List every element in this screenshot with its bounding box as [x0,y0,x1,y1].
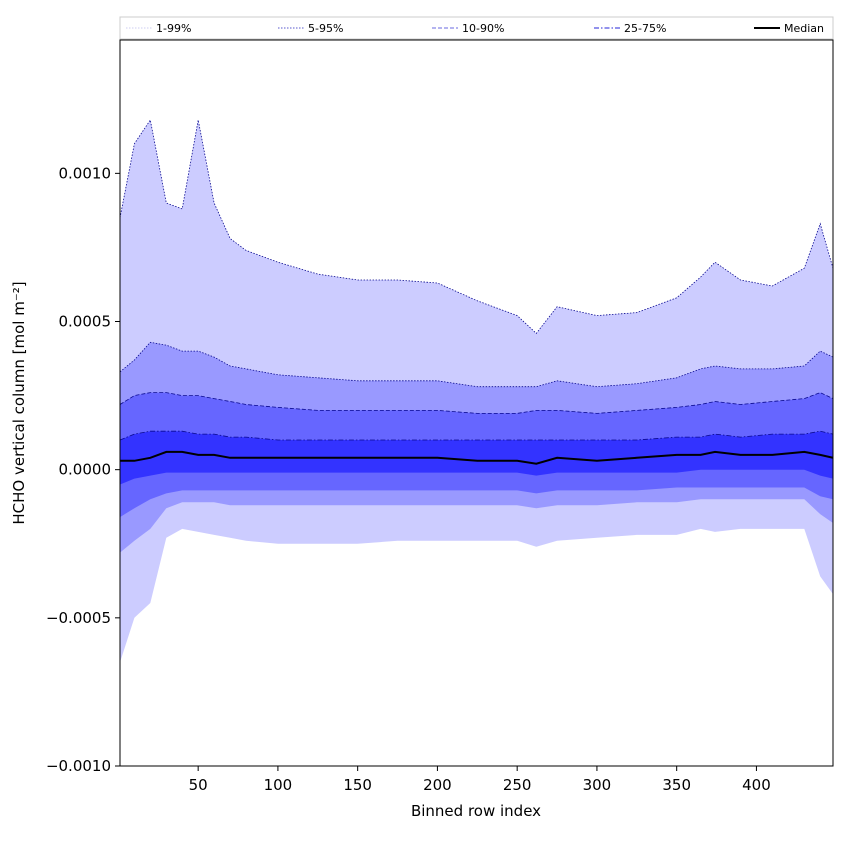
x-axis-label: Binned row index [411,802,541,820]
percentile-bands [120,120,833,663]
x-axis-ticks: 50 100 150 200 250 300 350 400 [189,766,771,794]
x-tick-label: 200 [423,776,452,794]
band-25-75% [120,431,833,485]
x-tick-label: 50 [189,776,208,794]
y-axis-label: HCHO vertical column [mol m⁻²] [10,281,28,524]
band-upper-line-1-99% [120,118,833,334]
y-tick-label: 0.0005 [59,313,112,331]
legend-label: 5-95% [308,22,343,35]
legend-label: 10-90% [462,22,504,35]
y-tick-label: 0.0000 [59,461,112,479]
legend-label: 1-99% [156,22,191,35]
legend-label: 25-75% [624,22,666,35]
band-upper-line-25-75% [120,430,833,441]
y-axis-ticks: −0.0010 −0.0005 0.0000 0.0005 0.0010 [46,164,120,775]
legend-box [119,16,834,40]
x-tick-label: 150 [343,776,372,794]
plot-frame [119,39,834,767]
x-tick-label: 100 [264,776,293,794]
x-tick-label: 350 [662,776,691,794]
median-line [120,450,833,465]
percentile-boundary-lines [120,118,833,465]
x-tick-label: 300 [583,776,612,794]
y-tick-label: −0.0005 [46,609,111,627]
y-tick-label: 0.0010 [59,164,112,182]
band-upper-line-5-95% [120,341,833,388]
x-tick-label: 250 [503,776,532,794]
legend-label: Median [784,22,824,35]
x-tick-label: 400 [742,776,771,794]
legend: 1-99% 5-95% 10-90% 25-75% Median [119,16,834,40]
y-tick-label: −0.0010 [46,757,111,775]
band-upper-line-10-90% [120,392,833,414]
